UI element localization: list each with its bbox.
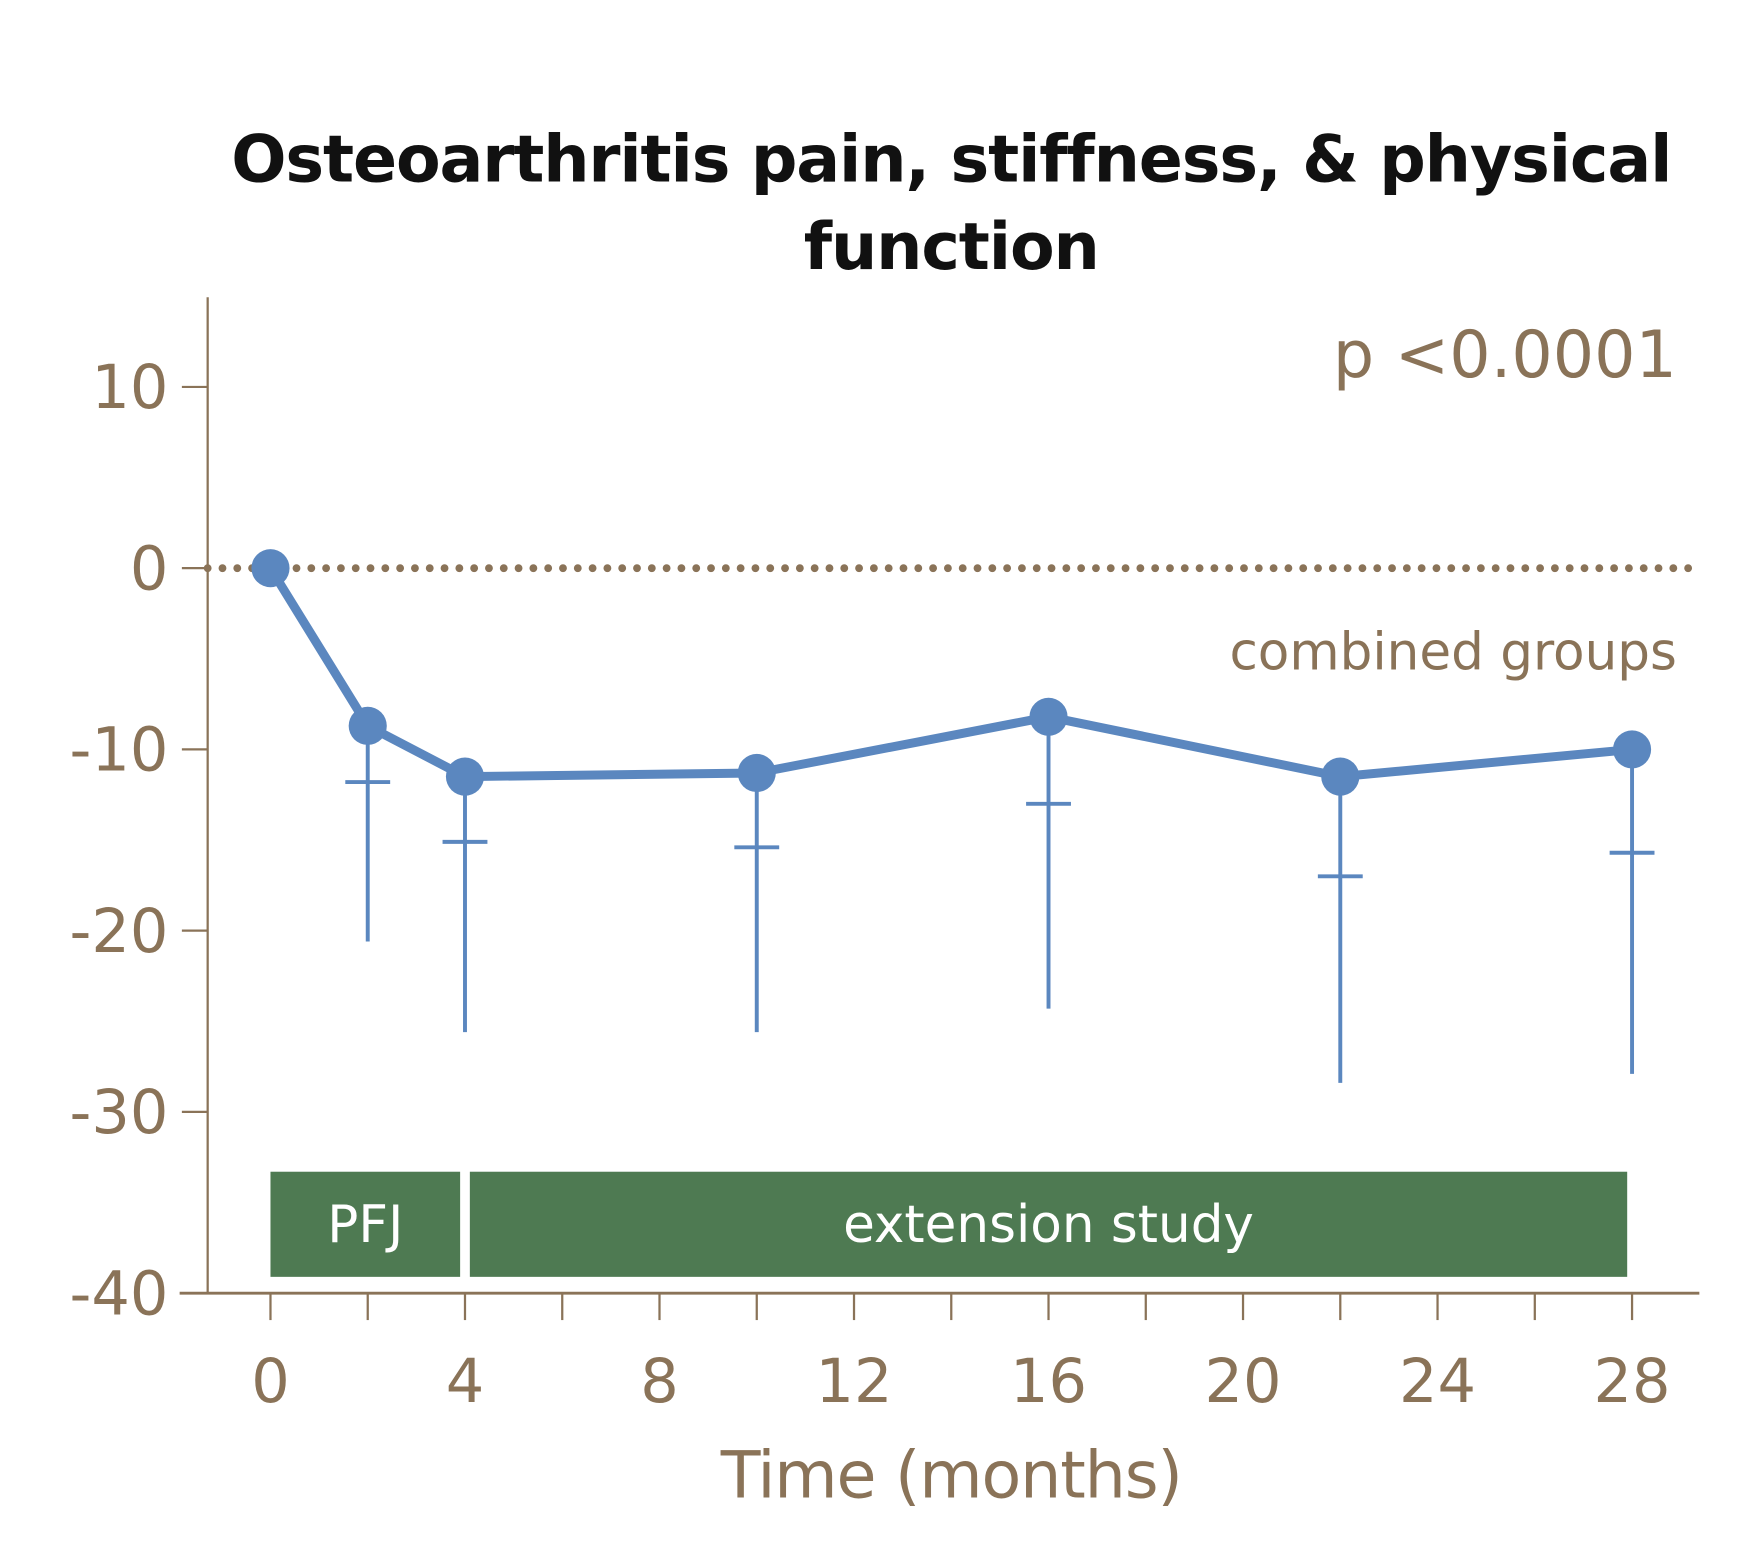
x-tick-label: 16 [1010,1347,1087,1417]
data-point [737,753,776,793]
data-point [1321,757,1360,796]
x-tick-label: 8 [640,1347,679,1417]
data-point [348,706,387,745]
y-tick-label: -40 [70,1259,169,1329]
x-tick-label: 0 [251,1347,290,1417]
axes: 10 0 -10 -20 -30 -40 0 4 8 12 16 20 24 28 [70,297,1700,1417]
x-tick-label: 12 [815,1347,892,1417]
y-tick-label: 10 [91,353,168,423]
x-tick-label: 28 [1594,1347,1671,1417]
phase-bars: PFJ extension study [270,1171,1628,1277]
data-point [1029,697,1068,736]
phase-label-0: PFJ [327,1195,403,1255]
series-label: combined groups [1229,623,1676,683]
y-tick-label: -30 [70,1078,169,1148]
y-tick-label: 0 [130,534,169,604]
plot-area [251,549,1655,1083]
phase-label-1: extension study [843,1195,1254,1255]
chart-title-line-2: function [804,210,1099,285]
chart-title-line-1: Osteoarthritis pain, stiffness, & physic… [231,123,1671,198]
p-value-annotation: p <0.0001 [1333,318,1677,393]
data-point [251,549,290,588]
y-tick-label: -10 [70,716,169,786]
y-tick-label: -20 [70,897,169,967]
data-point [1612,730,1652,769]
phase-bar-0 [270,1171,461,1277]
phase-bar-1 [469,1171,1628,1277]
x-tick-label: 24 [1399,1347,1476,1417]
data-point [445,757,485,796]
x-tick-label: 4 [446,1347,485,1417]
x-axis-label: Time (months) [720,1438,1182,1513]
x-tick-label: 20 [1205,1347,1282,1417]
